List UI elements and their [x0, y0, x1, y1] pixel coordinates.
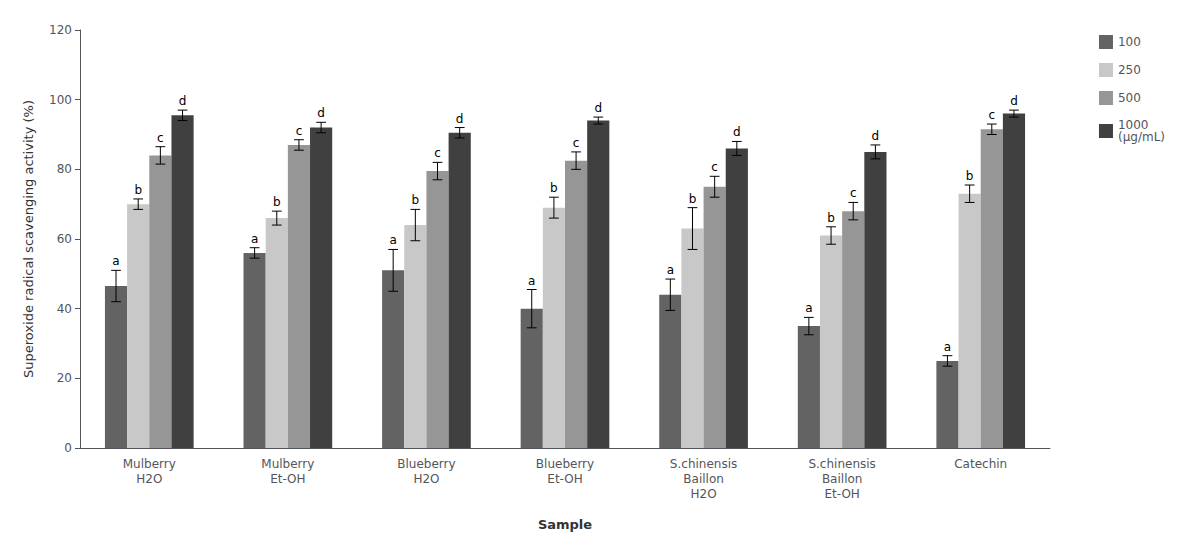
- svg-text:Baillon: Baillon: [822, 472, 863, 486]
- svg-text:b: b: [689, 192, 697, 206]
- svg-text:b: b: [550, 181, 558, 195]
- svg-text:Blueberry: Blueberry: [397, 457, 455, 471]
- svg-text:c: c: [988, 108, 995, 122]
- svg-text:d: d: [456, 112, 464, 126]
- svg-text:b: b: [827, 211, 835, 225]
- svg-text:Et-OH: Et-OH: [270, 472, 305, 486]
- svg-text:b: b: [412, 193, 420, 207]
- svg-text:60: 60: [57, 232, 72, 246]
- svg-text:Catechin: Catechin: [954, 457, 1007, 471]
- svg-text:a: a: [251, 232, 258, 246]
- svg-text:S.chinensis: S.chinensis: [670, 457, 737, 471]
- svg-text:Mulberry: Mulberry: [261, 457, 314, 471]
- svg-text:Blueberry: Blueberry: [536, 457, 594, 471]
- svg-text:100: 100: [49, 93, 72, 107]
- svg-text:500: 500: [1118, 91, 1141, 105]
- svg-text:(μg/mL): (μg/mL): [1118, 130, 1165, 144]
- svg-text:a: a: [389, 233, 396, 247]
- svg-text:d: d: [733, 125, 741, 139]
- svg-text:Sample: Sample: [538, 517, 592, 532]
- svg-text:1000: 1000: [1118, 118, 1149, 132]
- svg-text:120: 120: [49, 23, 72, 37]
- svg-text:d: d: [1010, 94, 1018, 108]
- svg-text:a: a: [528, 274, 535, 288]
- svg-text:Et-OH: Et-OH: [547, 472, 582, 486]
- svg-text:0: 0: [64, 441, 72, 455]
- svg-text:100: 100: [1118, 35, 1141, 49]
- svg-text:c: c: [434, 146, 441, 160]
- svg-text:c: c: [711, 160, 718, 174]
- svg-text:d: d: [179, 94, 187, 108]
- svg-text:a: a: [805, 301, 812, 315]
- svg-text:Baillon: Baillon: [683, 472, 724, 486]
- svg-text:80: 80: [57, 162, 72, 176]
- svg-text:Mulberry: Mulberry: [123, 457, 176, 471]
- svg-text:H2O: H2O: [691, 487, 717, 501]
- svg-text:Et-OH: Et-OH: [824, 487, 859, 501]
- svg-text:b: b: [966, 169, 974, 183]
- svg-text:d: d: [594, 101, 602, 115]
- svg-text:40: 40: [57, 302, 72, 316]
- svg-text:a: a: [944, 340, 951, 354]
- svg-text:c: c: [573, 136, 580, 150]
- svg-text:c: c: [296, 124, 303, 138]
- svg-text:Superoxide radical scavenging: Superoxide radical scavenging activity (…: [21, 100, 36, 378]
- svg-text:c: c: [850, 186, 857, 200]
- svg-text:20: 20: [57, 371, 72, 385]
- svg-text:250: 250: [1118, 63, 1141, 77]
- svg-text:b: b: [273, 195, 281, 209]
- svg-text:d: d: [317, 106, 325, 120]
- svg-text:H2O: H2O: [136, 472, 162, 486]
- svg-text:a: a: [112, 254, 119, 268]
- svg-text:a: a: [667, 263, 674, 277]
- svg-text:S.chinensis: S.chinensis: [808, 457, 875, 471]
- svg-text:H2O: H2O: [413, 472, 439, 486]
- svg-text:c: c: [157, 131, 164, 145]
- svg-text:d: d: [872, 129, 880, 143]
- svg-text:b: b: [134, 183, 142, 197]
